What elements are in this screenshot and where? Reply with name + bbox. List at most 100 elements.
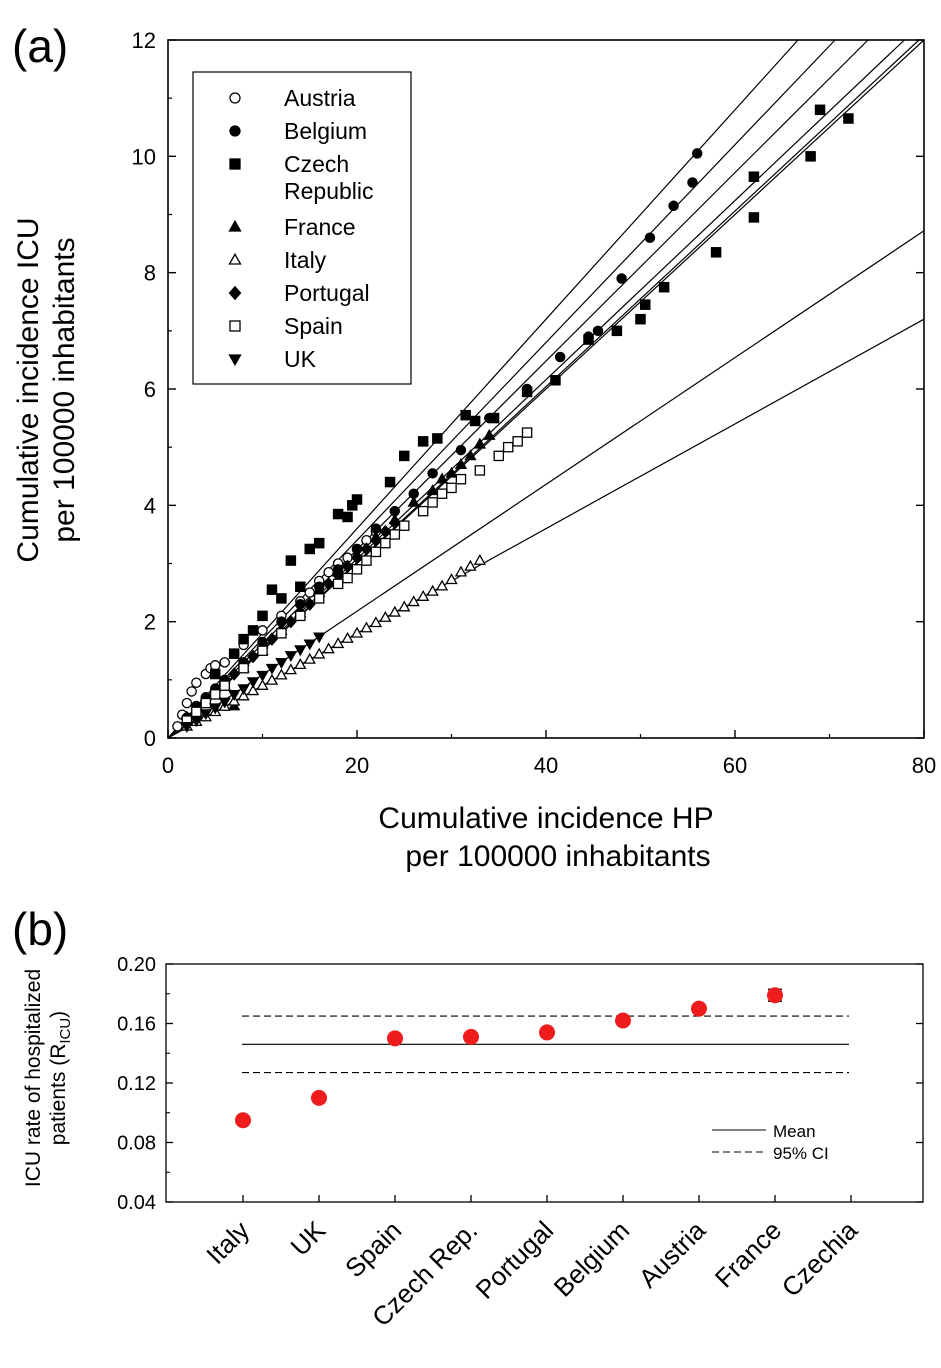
data-point xyxy=(644,232,656,244)
x-tick-label: 60 xyxy=(723,753,747,778)
panel-b-data-points xyxy=(235,987,783,1129)
data-point xyxy=(186,686,197,697)
y-tick-label: 0.08 xyxy=(117,1133,156,1155)
legend-marker xyxy=(228,354,242,367)
data-point xyxy=(246,677,260,689)
data-point xyxy=(276,628,287,639)
panel-a-ylabel: Cumulative incidence ICU per 100000 inha… xyxy=(12,217,81,562)
fit-line xyxy=(167,318,925,739)
data-point xyxy=(445,466,458,478)
data-point xyxy=(805,151,816,162)
data-point xyxy=(417,436,429,447)
data-point xyxy=(550,375,561,386)
data-point xyxy=(455,473,467,485)
data-point xyxy=(323,566,334,578)
data-point xyxy=(473,437,487,449)
data-point xyxy=(384,476,396,488)
data-point xyxy=(814,104,826,116)
data-point xyxy=(748,171,760,182)
data-point xyxy=(350,626,364,638)
data-point xyxy=(583,334,594,345)
data-point xyxy=(209,689,221,700)
data-point xyxy=(275,658,288,669)
data-point xyxy=(687,177,698,188)
x-tick-label: 80 xyxy=(912,753,936,778)
data-point xyxy=(209,668,221,680)
data-point xyxy=(668,200,679,212)
data-point xyxy=(218,697,231,709)
data-point xyxy=(332,578,344,590)
data-point xyxy=(398,520,410,531)
data-point xyxy=(235,1112,251,1129)
data-point xyxy=(237,689,250,701)
data-point xyxy=(276,593,287,604)
data-point xyxy=(256,670,269,682)
data-point xyxy=(313,537,325,549)
y-tick-label: 0.16 xyxy=(117,1014,156,1036)
panel-b-ylabel-line1: ICU rate of hospitalized xyxy=(22,969,45,1187)
data-point xyxy=(639,299,651,310)
data-point xyxy=(370,546,382,558)
data-point xyxy=(332,508,344,520)
x-tick-label: Belgium xyxy=(548,1215,636,1303)
data-point xyxy=(767,987,783,1004)
y-tick-label: 8 xyxy=(144,261,156,286)
panel-b-legend-mean-label: Mean xyxy=(773,1122,816,1141)
data-point xyxy=(237,684,250,696)
data-point xyxy=(488,412,500,424)
legend-marker xyxy=(229,320,241,332)
panel-b-reference-lines xyxy=(242,1015,849,1074)
panel-b-ylabel-line2: patients (RICU) xyxy=(47,1011,74,1145)
data-point xyxy=(284,614,297,629)
data-point xyxy=(445,573,458,585)
data-point xyxy=(303,652,316,664)
data-point xyxy=(454,458,468,469)
data-point xyxy=(172,721,183,732)
legend-label: Portugal xyxy=(284,280,370,306)
data-point xyxy=(341,631,354,643)
data-point xyxy=(474,465,486,476)
y-tick-label: 0.04 xyxy=(117,1192,156,1214)
x-tick-label: Italy xyxy=(200,1215,255,1270)
data-point xyxy=(246,684,260,696)
legend-marker xyxy=(228,252,242,265)
data-point xyxy=(691,148,703,159)
data-point xyxy=(227,690,241,701)
data-point xyxy=(502,441,514,453)
data-point xyxy=(257,625,268,636)
x-tick-label: 0 xyxy=(162,753,174,778)
data-point xyxy=(266,632,278,646)
legend-label: France xyxy=(284,214,356,240)
data-point xyxy=(843,113,854,124)
data-point xyxy=(191,706,202,718)
data-point xyxy=(295,581,306,593)
data-point xyxy=(483,428,496,440)
data-point xyxy=(247,649,259,664)
data-point xyxy=(265,663,279,675)
data-point xyxy=(658,281,670,293)
data-point xyxy=(303,597,316,611)
legend-marker xyxy=(228,285,242,301)
panel-b-ylabel-subscript: ICU xyxy=(57,1018,74,1044)
data-point xyxy=(512,436,523,447)
data-point xyxy=(615,1012,631,1029)
panel-a-axis-ticks: 0 20 40 60 80 0 2 4 6 8 10 12 xyxy=(132,28,937,778)
data-point xyxy=(398,600,411,612)
data-point xyxy=(295,610,306,622)
data-point xyxy=(284,651,298,663)
data-point xyxy=(710,247,722,258)
data-point xyxy=(469,415,481,427)
y-tick-label: 0 xyxy=(144,726,156,751)
data-point xyxy=(304,587,315,598)
data-point xyxy=(748,212,760,223)
legend-label: Italy xyxy=(284,247,327,273)
data-point xyxy=(427,468,438,479)
x-tick-label: 40 xyxy=(534,753,558,778)
data-point xyxy=(331,637,345,649)
x-tick-label: UK xyxy=(284,1215,331,1262)
data-point xyxy=(322,642,335,654)
panel-a-data-points xyxy=(172,104,854,733)
legend-label: Austria xyxy=(284,85,356,111)
